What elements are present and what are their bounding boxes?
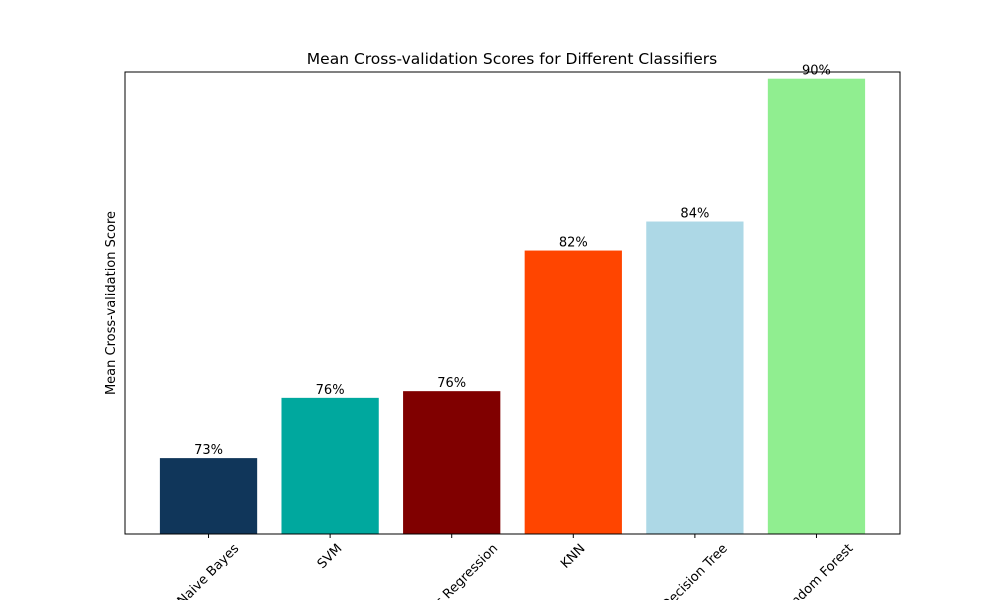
bar: [281, 397, 379, 534]
data-label: 82%: [559, 236, 588, 251]
bar: [767, 78, 866, 535]
y-axis-label: Mean Cross-validation Score: [104, 211, 119, 395]
bar: [646, 221, 744, 534]
chart-title: Mean Cross-validation Scores for Differe…: [307, 50, 717, 68]
data-label: 76%: [437, 376, 466, 391]
data-label: 76%: [316, 383, 345, 398]
plot-frame: [124, 71, 901, 535]
bar: [403, 391, 501, 534]
bar: [159, 458, 258, 534]
data-label: 84%: [680, 207, 709, 222]
bar: [524, 250, 622, 534]
data-label: 73%: [194, 443, 223, 458]
data-label: 90%: [802, 64, 831, 79]
